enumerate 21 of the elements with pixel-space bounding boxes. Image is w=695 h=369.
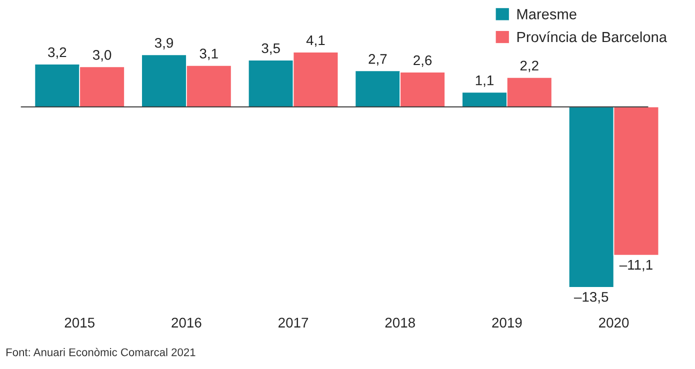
data-label: 1,1	[476, 76, 494, 87]
x-tick-label: 2017	[278, 318, 308, 328]
data-label: –11,1	[619, 260, 652, 272]
data-label: 3,2	[48, 47, 66, 59]
x-tick-label: 2018	[385, 318, 415, 328]
data-label: 2,7	[368, 54, 387, 66]
data-label: –13,5	[574, 292, 608, 304]
data-label: 3,0	[92, 50, 112, 62]
data-label: 2,6	[414, 55, 432, 67]
data-label: 3,5	[262, 43, 280, 55]
legend-label: Maresme	[517, 9, 576, 20]
x-tick-label: 2015	[64, 318, 94, 328]
legend-label: Província de Barcelona	[517, 31, 668, 42]
data-label: 2,2	[520, 60, 538, 72]
x-tick-label: 2019	[492, 318, 522, 328]
data-label: 3,1	[200, 48, 218, 60]
x-tick-label: 2020	[599, 318, 629, 328]
x-tick-label: 2016	[172, 318, 202, 328]
data-label: 3,9	[154, 38, 174, 50]
text: Font: Anuari Econòmic Comarcal 2021	[6, 348, 196, 356]
data-label: 4,1	[306, 35, 325, 47]
